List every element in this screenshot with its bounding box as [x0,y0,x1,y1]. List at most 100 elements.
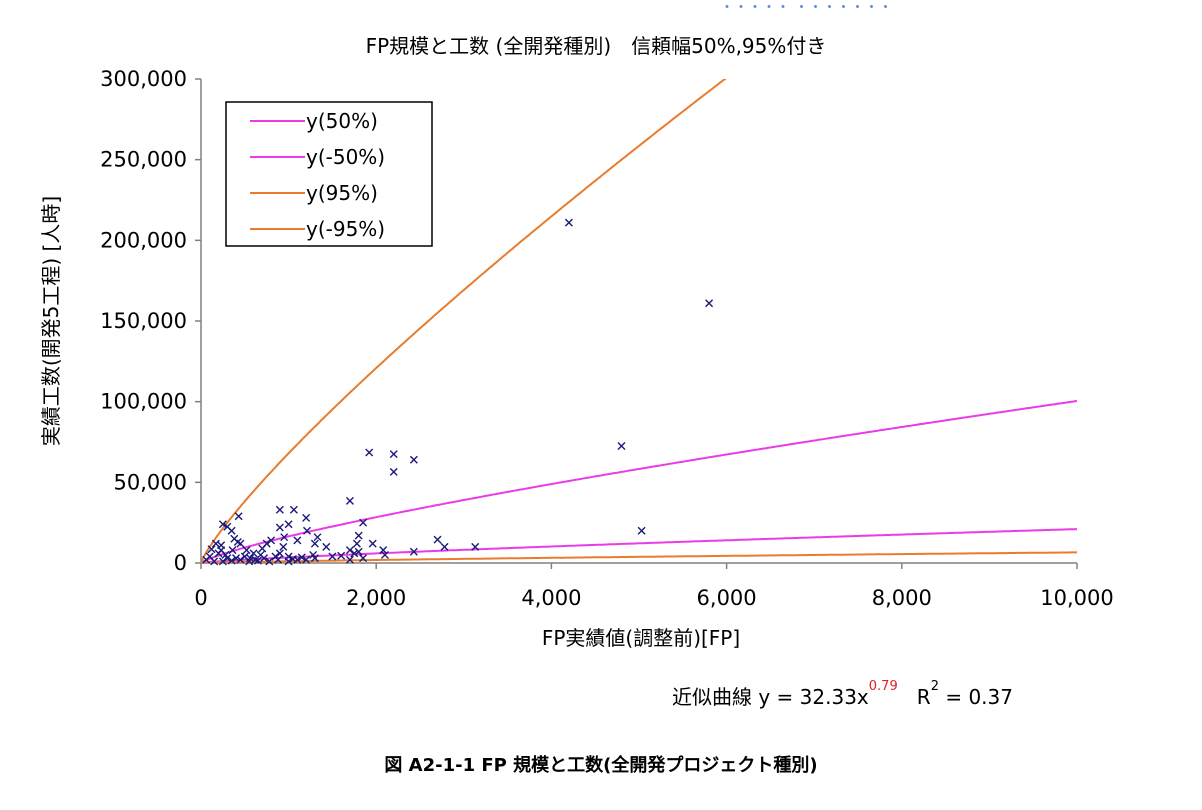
data-point [293,536,302,545]
formula-prefix: 近似曲線 y = 32.33x [672,685,869,709]
data-point [328,552,337,561]
x-tick-label: 6,000 [697,586,757,610]
data-point [365,448,374,457]
data-point [275,505,284,514]
data-point [433,535,442,544]
data-point [564,218,573,227]
data-point [313,533,322,542]
data-point [345,546,354,555]
data-point [227,526,236,535]
x-tick-label: 4,000 [521,586,581,610]
data-point [280,533,289,542]
data-point [232,554,241,563]
x-tick-label: 2,000 [346,586,406,610]
y-tick-label: 250,000 [100,148,187,172]
data-point [440,542,449,551]
data-point [359,518,368,527]
data-point [260,554,269,563]
legend-label: y(-50%) [306,145,385,169]
x-tick-label: 8,000 [872,586,932,610]
data-point [236,539,245,548]
data-point [202,555,211,564]
data-point [345,555,354,564]
y-axis-title: 実績工数(開発5工程) [人時] [39,196,63,446]
data-point [389,467,398,476]
data-point [705,299,714,308]
data-point [350,549,359,558]
data-point [207,545,216,554]
r-squared-value: = 0.37 [938,685,1013,709]
data-point [275,549,284,558]
series-curve [201,79,727,563]
data-point [345,496,354,505]
data-point [322,542,331,551]
data-point [242,546,251,555]
data-point [223,554,232,563]
chart-title: FP規模と工数 (全開発種別) 信頼幅50%,95%付き [366,34,827,58]
chart: ・・・・・ ・・・・・・・ FP規模と工数 (全開発種別) 信頼幅50%,95%… [39,0,1114,650]
data-point [293,555,302,564]
y-tick-label: 0 [174,551,187,575]
data-point [258,544,267,553]
data-point [310,554,319,563]
data-point [354,547,363,556]
y-tick-label: 100,000 [100,390,187,414]
data-point [637,526,646,535]
data-point [227,556,236,565]
data-point [389,450,398,459]
data-point [303,526,311,535]
data-point [409,547,418,556]
data-point [354,531,363,540]
data-point [265,557,274,566]
data-point [310,539,319,548]
data-point [359,554,368,563]
regression-formula: 近似曲線 y = 32.33x0.79 R2 = 0.37 [672,679,1013,710]
data-point [228,546,237,555]
data-point [245,557,254,566]
y-tick-label: 300,000 [100,67,187,91]
data-point [236,555,245,564]
data-point [284,520,293,529]
data-point [297,553,306,562]
y-tick-label: 150,000 [100,309,187,333]
chart-legend: y(50%) y(-50%) y(95%) y(-95%) [225,101,433,247]
data-point [253,556,262,565]
series-curve [201,551,1077,563]
r-squared-exponent: 2 [930,679,939,694]
legend-label: y(50%) [306,109,378,133]
x-axis-title: FP実績値(調整前)[FP] [542,626,740,650]
data-point [234,512,243,521]
data-point [274,555,283,564]
data-point [409,455,418,464]
data-point [368,539,377,548]
figure-caption: 図 A2-1-1 FP 規模と工数(全開発プロジェクト種別) [384,755,818,776]
data-point [218,520,227,529]
data-point [352,539,361,548]
data-point [267,536,276,545]
data-point [380,550,389,559]
x-tick-label: 0 [194,586,207,610]
data-point [218,557,227,566]
data-point [379,546,388,555]
y-tick-label: 50,000 [114,470,187,494]
data-point [302,555,311,564]
series-curve [201,400,1077,563]
data-point [249,549,258,558]
data-point [337,551,346,560]
legend-label: y(-95%) [306,217,385,241]
data-point [471,542,480,551]
data-point [279,542,288,551]
r-squared-label: R [916,685,931,709]
data-point [302,513,311,522]
legend-label: y(95%) [306,181,378,205]
curve-group [201,79,1077,563]
legend-box [225,101,433,247]
data-point [617,442,626,451]
plot-area: 0 50,000 100,000 150,000 200,000 250,000 300,0… [100,67,1114,610]
header-fragment: ・・・・・ ・・・・・・・ [720,0,892,16]
y-tick-label: 200,000 [100,228,187,252]
x-tick-label: 10,000 [1040,586,1113,610]
data-point [284,557,293,566]
data-point [230,534,239,543]
data-point [210,557,219,566]
